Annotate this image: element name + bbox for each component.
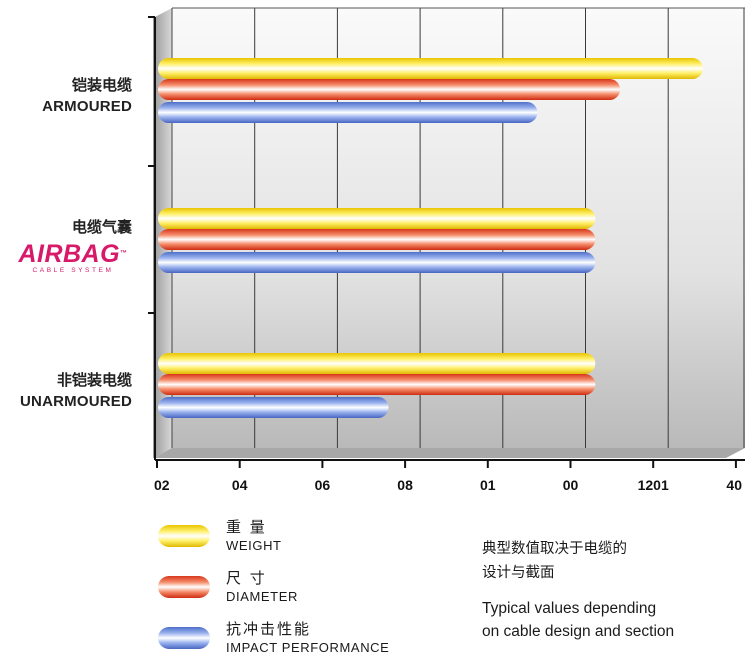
airbag-logo-tm: ™	[120, 250, 128, 257]
footnote-en-line1: Typical values depending	[482, 600, 657, 617]
footnote-en-line2: on cable design and section	[482, 623, 675, 640]
x-tick-label: 02	[154, 477, 170, 493]
airbag-logo-subtitle: CABLE SYSTEM	[32, 267, 114, 274]
bar-diameter	[158, 229, 596, 250]
legend-swatch-impact	[158, 627, 210, 649]
bar-weight	[158, 353, 596, 374]
category-label-armoured: 铠装电缆 ARMOURED	[0, 74, 132, 118]
bar-impact-performance	[158, 252, 596, 273]
footnote: 典型数值取决于电缆的 设计与截面 Typical values dependin…	[482, 537, 744, 643]
legend-item-diameter: 尺 寸 DIAMETER	[158, 567, 418, 609]
x-tick-label: 1201	[638, 477, 669, 493]
x-tick-label: 01	[480, 477, 496, 493]
legend-label-weight-zh: 重 量	[226, 518, 267, 536]
legend-label-diameter-en: DIAMETER	[226, 589, 298, 604]
category-label-airbag: 电缆气囊	[0, 216, 132, 238]
legend-label-impact-en: IMPACT PERFORMANCE	[226, 640, 390, 655]
x-tick-label: 08	[397, 477, 413, 493]
category-label-unarmoured-zh: 非铠装电缆	[56, 371, 132, 389]
footnote-zh-line2: 设计与截面	[482, 565, 555, 581]
bar-impact-performance	[158, 397, 389, 418]
legend-swatch-diameter	[158, 576, 210, 598]
x-tick-label: 06	[315, 477, 331, 493]
category-label-unarmoured: 非铠装电缆 UNARMOURED	[0, 369, 132, 413]
bar-diameter	[158, 374, 596, 395]
bar-weight	[158, 208, 596, 229]
category-label-armoured-en: ARMOURED	[42, 98, 132, 115]
category-label-unarmoured-en: UNARMOURED	[20, 393, 132, 410]
legend-label-weight-en: WEIGHT	[226, 538, 282, 553]
legend-item-impact: 抗冲击性能 IMPACT PERFORMANCE	[158, 618, 418, 660]
legend-item-weight: 重 量 WEIGHT	[158, 516, 418, 558]
legend-label-impact-zh: 抗冲击性能	[226, 620, 312, 638]
legend-swatch-weight	[158, 525, 210, 547]
airbag-logo-text: AIRBAG	[18, 240, 121, 268]
bar-diameter	[158, 79, 621, 100]
category-label-airbag-zh: 电缆气囊	[71, 218, 132, 236]
legend-label-diameter-zh: 尺 寸	[226, 569, 267, 587]
x-tick-label: 04	[232, 477, 248, 493]
bar-weight	[158, 58, 703, 79]
category-label-armoured-zh: 铠装电缆	[71, 76, 132, 94]
bar-impact-performance	[158, 102, 538, 123]
airbag-logo: AIRBAG™ CABLE SYSTEM	[8, 242, 138, 275]
footnote-zh-line1: 典型数值取决于电缆的	[482, 541, 627, 557]
footnote-en: Typical values depending on cable design…	[482, 597, 744, 643]
plot-floor	[153, 448, 745, 458]
x-tick-label: 40	[726, 477, 742, 493]
x-tick-label: 00	[563, 477, 579, 493]
